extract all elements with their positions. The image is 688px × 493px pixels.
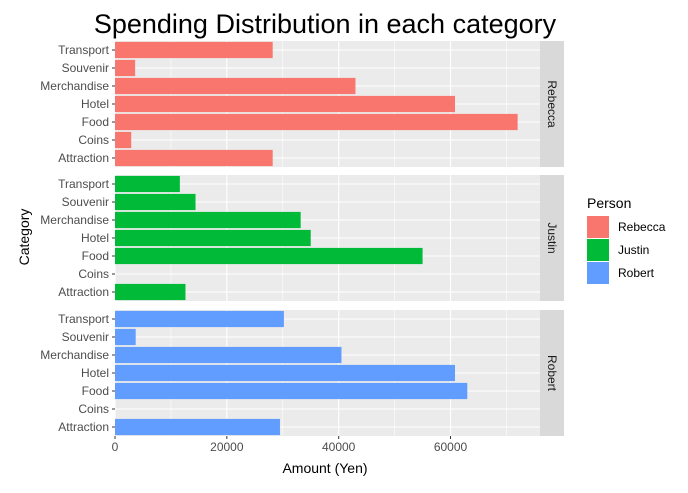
chart-title: Spending Distribution in each category — [94, 9, 557, 39]
bar-robert-merchandise — [115, 346, 342, 364]
y-tick-label: Merchandise — [40, 213, 109, 227]
y-axis-title: Category — [16, 209, 32, 266]
legend: Person Rebecca Justin Robert — [587, 195, 666, 284]
x-tick-label: 60000 — [434, 440, 468, 454]
bar-rebecca-transport — [115, 41, 273, 59]
legend-label: Robert — [618, 266, 655, 280]
y-tick-label: Coins — [78, 402, 109, 416]
bar-justin-merchandise — [115, 211, 301, 229]
y-tick-label: Attraction — [58, 420, 109, 434]
legend-key-rebecca — [587, 216, 609, 238]
facet-strip — [540, 175, 564, 301]
y-tick-label: Transport — [58, 43, 110, 57]
bar-robert-attraction — [115, 418, 280, 436]
y-tick-label: Merchandise — [40, 348, 109, 362]
bar-justin-food — [115, 247, 423, 265]
legend-key-justin — [587, 239, 609, 261]
y-tick-label: Food — [82, 384, 109, 398]
bar-robert-food — [115, 382, 468, 400]
bar-rebecca-attraction — [115, 149, 273, 167]
x-tick-label: 20000 — [210, 440, 244, 454]
facet-strip-label: Rebecca — [545, 80, 559, 128]
x-axis-title: Amount (Yen) — [282, 460, 367, 476]
panel-rebecca: Attraction Coins Food Hotel Merchandise Souve… — [40, 41, 564, 167]
y-tick-label: Souvenir — [62, 195, 109, 209]
bar-robert-souvenir — [115, 328, 136, 346]
y-tick-label: Hotel — [81, 97, 109, 111]
bar-robert-hotel — [115, 364, 455, 382]
panel-justin: Attraction Coins Food Hotel Merchandise Souve… — [40, 175, 564, 301]
y-tick-label: Hotel — [81, 366, 109, 380]
facet-panels: Attraction Coins Food Hotel Merchandise Souve… — [40, 41, 564, 436]
legend-title: Person — [587, 195, 631, 211]
bar-justin-transport — [115, 175, 180, 193]
bar-justin-souvenir — [115, 193, 196, 211]
y-tick-label: Coins — [78, 267, 109, 281]
x-axis: 0 20000 40000 60000 — [112, 436, 468, 454]
bar-robert-transport — [115, 310, 284, 328]
facet-strip — [540, 41, 564, 167]
facet-strip — [540, 310, 564, 436]
y-tick-label: Food — [82, 249, 109, 263]
y-tick-label: Transport — [58, 177, 110, 191]
facet-strip-label: Justin — [545, 222, 559, 253]
facet-strip-label: Robert — [545, 355, 559, 392]
legend-label: Rebecca — [618, 220, 666, 234]
y-tick-label: Attraction — [58, 151, 109, 165]
x-tick-label: 40000 — [322, 440, 356, 454]
y-tick-label: Merchandise — [40, 79, 109, 93]
bar-rebecca-hotel — [115, 95, 455, 113]
legend-label: Justin — [618, 243, 649, 257]
y-tick-label: Souvenir — [62, 330, 109, 344]
y-tick-label: Food — [82, 115, 109, 129]
bar-justin-attraction — [115, 283, 186, 301]
y-tick-label: Attraction — [58, 285, 109, 299]
panel-robert: Attraction Coins Food Hotel Merchandise Souve… — [40, 310, 564, 436]
y-tick-label: Transport — [58, 312, 110, 326]
y-tick-label: Coins — [78, 133, 109, 147]
bar-rebecca-merchandise — [115, 77, 356, 95]
bar-rebecca-souvenir — [115, 59, 136, 77]
bar-rebecca-food — [115, 113, 518, 131]
legend-key-robert — [587, 262, 609, 284]
x-tick-label: 0 — [112, 440, 119, 454]
bar-rebecca-coins — [115, 131, 132, 149]
y-tick-label: Hotel — [81, 231, 109, 245]
bar-justin-hotel — [115, 229, 311, 247]
y-tick-label: Souvenir — [62, 61, 109, 75]
